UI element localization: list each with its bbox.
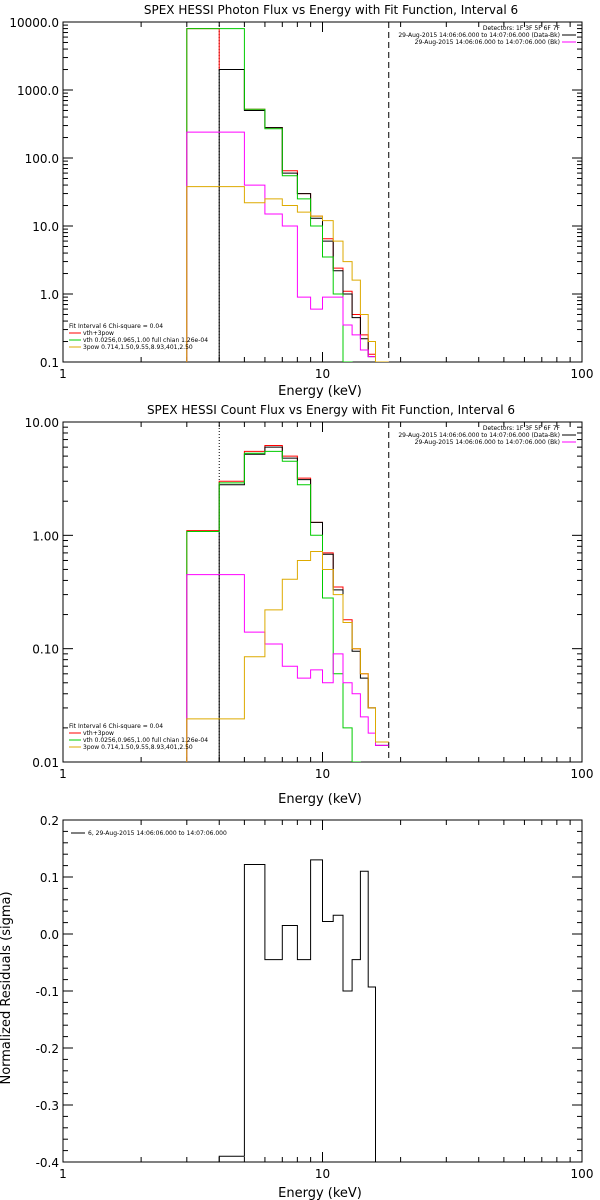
x-axis-label: Energy (keV) <box>278 1186 362 1200</box>
count-flux-panel: SPEX HESSI Count Flux vs Energy with Fit… <box>25 403 594 807</box>
y-tick-label: 0.0 <box>40 928 59 942</box>
y-tick-label: 1.00 <box>32 529 59 543</box>
legend-header: Fit Interval 6 Chi-square = 0.04 <box>69 323 163 330</box>
series-line-4 <box>186 551 389 762</box>
series-line-0 <box>186 445 389 762</box>
y-tick-label: 0.01 <box>32 756 59 770</box>
y-tick-label: 0.1 <box>40 356 59 370</box>
legend-entry: 3pow 0.714,1.50,9.55,8.93,401,2.50 <box>83 344 193 351</box>
y-tick-label: 10.0 <box>32 220 59 234</box>
x-tick-label: 100 <box>571 1167 594 1181</box>
x-tick-label: 1 <box>59 367 67 381</box>
y-tick-label: -0.2 <box>36 1042 59 1056</box>
residuals-panel: Energy (keV) Normalized Residuals (sigma… <box>0 814 593 1200</box>
legend-right-item: 29-Aug-2015 14:06:06.000 to 14:07:06.000… <box>415 39 560 46</box>
legend-header: Fit Interval 6 Chi-square = 0.04 <box>69 723 163 730</box>
x-tick-label: 1 <box>59 1167 67 1181</box>
panel-title: SPEX HESSI Photon Flux vs Energy with Fi… <box>144 3 518 17</box>
y-tick-label: 0.1 <box>40 871 59 885</box>
y-tick-label: 1.0 <box>40 288 59 302</box>
y-axis-label: Normalized Residuals (sigma) <box>0 891 14 1084</box>
legend-entry: 3pow 0.714,1.50,9.55,8.93,401,2.50 <box>83 744 193 751</box>
y-tick-label: 0.2 <box>40 814 59 828</box>
y-tick-label: 0.10 <box>32 643 59 657</box>
legend-right-item: 29-Aug-2015 14:06:06.000 to 14:07:06.000… <box>415 439 560 446</box>
legend-entry: vth 0.0256,0.965,1.00 full chian 1.26e-0… <box>83 337 208 344</box>
legend-right-item: 29-Aug-2015 14:06:06.000 to 14:07:06.000… <box>398 32 560 39</box>
x-tick-label: 10 <box>315 1167 330 1181</box>
x-axis-label: Energy (keV) <box>278 384 362 399</box>
series-line-4 <box>186 186 389 362</box>
y-tick-label: 10000.0 <box>9 16 59 30</box>
y-tick-label: -0.4 <box>36 1156 59 1170</box>
panel-title: SPEX HESSI Count Flux vs Energy with Fit… <box>147 403 515 417</box>
x-axis-label: Energy (keV) <box>278 792 362 807</box>
x-tick-label: 100 <box>571 367 594 381</box>
series-line-1 <box>218 69 389 362</box>
series-line-3 <box>186 574 389 762</box>
legend-entry: vth+3pow <box>83 330 114 337</box>
series-line-2 <box>186 450 361 762</box>
y-tick-label: 1000.0 <box>17 84 59 98</box>
legend-entry: vth 0.0256,0.965,1.00 full chian 1.26e-0… <box>83 737 208 744</box>
y-tick-label: 10.00 <box>25 416 59 430</box>
x-tick-label: 1 <box>59 767 67 781</box>
x-tick-label: 10 <box>315 767 330 781</box>
series-line-0 <box>186 28 389 362</box>
legend-right-item: Detectors: 1F 3F 5F 6F 7F <box>483 25 561 32</box>
y-tick-label: 100.0 <box>25 152 59 166</box>
legend-entry: vth+3pow <box>83 730 114 737</box>
x-tick-label: 10 <box>315 367 330 381</box>
y-tick-label: -0.1 <box>36 985 59 999</box>
x-tick-label: 100 <box>571 767 594 781</box>
plot-frame <box>62 21 583 363</box>
series-line-2 <box>186 28 353 362</box>
y-tick-label: -0.3 <box>36 1099 59 1113</box>
legend-entry: 6, 29-Aug-2015 14:06:06.000 to 14:07:06.… <box>88 830 227 837</box>
photon-flux-panel: SPEX HESSI Photon Flux vs Energy with Fi… <box>9 3 593 399</box>
legend-right-item: 29-Aug-2015 14:06:06.000 to 14:07:06.000… <box>398 432 560 439</box>
series-line-3 <box>186 131 389 362</box>
legend-right-item: Detectors: 1F 3F 5F 6F 7F <box>483 425 561 432</box>
series-line-0 <box>218 859 389 1162</box>
